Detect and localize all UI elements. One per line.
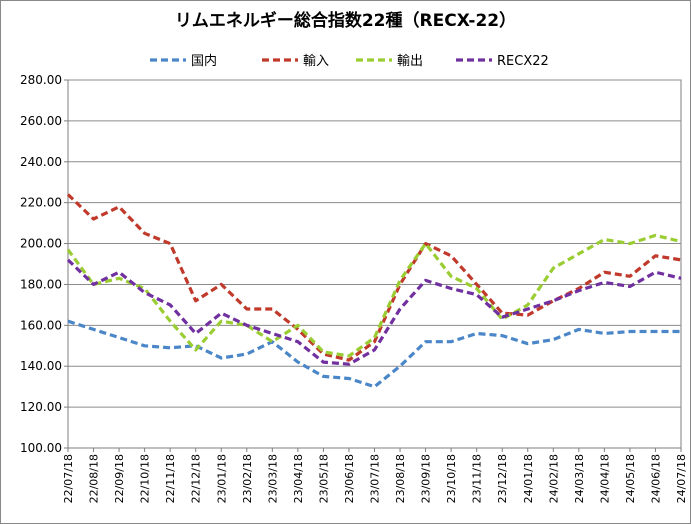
x-tick-label: 23/03/18: [266, 454, 279, 503]
legend-label: 国内: [191, 53, 217, 69]
y-tick-label: 200.00: [20, 237, 62, 251]
y-tick-label: 180.00: [20, 277, 62, 291]
x-tick-label: 23/10/18: [445, 454, 458, 503]
x-tick-label: 22/09/18: [113, 454, 126, 503]
x-tick-label: 22/07/18: [62, 454, 75, 503]
x-tick-label: 24/01/18: [522, 454, 535, 503]
x-tick-label: 23/04/18: [292, 454, 305, 503]
x-tick-label: 23/05/18: [317, 454, 330, 503]
y-tick-label: 120.00: [20, 400, 62, 414]
x-tick-label: 22/08/18: [88, 454, 101, 503]
y-tick-label: 160.00: [20, 318, 62, 332]
series-line-4: [66, 258, 682, 366]
y-tick-label: 280.00: [20, 73, 62, 87]
y-tick-label: 240.00: [20, 155, 62, 169]
x-tick-label: 23/07/18: [369, 454, 382, 503]
x-tick-label: 23/02/18: [241, 454, 254, 503]
x-tick-label: 23/06/18: [343, 454, 356, 503]
x-tick-label: 24/06/18: [649, 454, 662, 503]
plot-area: [67, 79, 682, 449]
chart-title: リムエネルギー総合指数22種（RECX-22）: [174, 11, 517, 31]
x-tick-label: 23/12/18: [496, 454, 509, 503]
y-tick-label: 140.00: [20, 359, 62, 373]
x-tick-label: 22/11/18: [164, 454, 177, 503]
x-tick-label: 23/09/18: [420, 454, 433, 503]
x-tick-label: 24/05/18: [624, 454, 637, 503]
series-line-1: [67, 319, 681, 389]
legend-label: 輸入: [303, 54, 329, 69]
legend-label: RECX22: [497, 54, 549, 69]
x-tick-label: 22/10/18: [139, 454, 152, 503]
x-tick-label: 24/07/18: [675, 454, 688, 503]
x-tick-label: 23/08/18: [394, 454, 407, 503]
x-tick-label: 24/03/18: [573, 454, 586, 503]
legend-label: 輸出: [397, 54, 423, 69]
y-tick-label: 260.00: [20, 114, 62, 128]
x-tick-label: 23/01/18: [215, 454, 228, 503]
x-tick-label: 23/11/18: [471, 454, 484, 503]
y-tick-label: 100.00: [20, 441, 62, 455]
series-line-2: [66, 193, 682, 362]
x-tick-label: 24/02/18: [547, 454, 560, 503]
y-tick-label: 220.00: [20, 196, 62, 210]
series-line-3: [66, 233, 682, 358]
x-tick-label: 24/04/18: [598, 454, 611, 503]
x-tick-label: 22/12/18: [190, 454, 203, 503]
